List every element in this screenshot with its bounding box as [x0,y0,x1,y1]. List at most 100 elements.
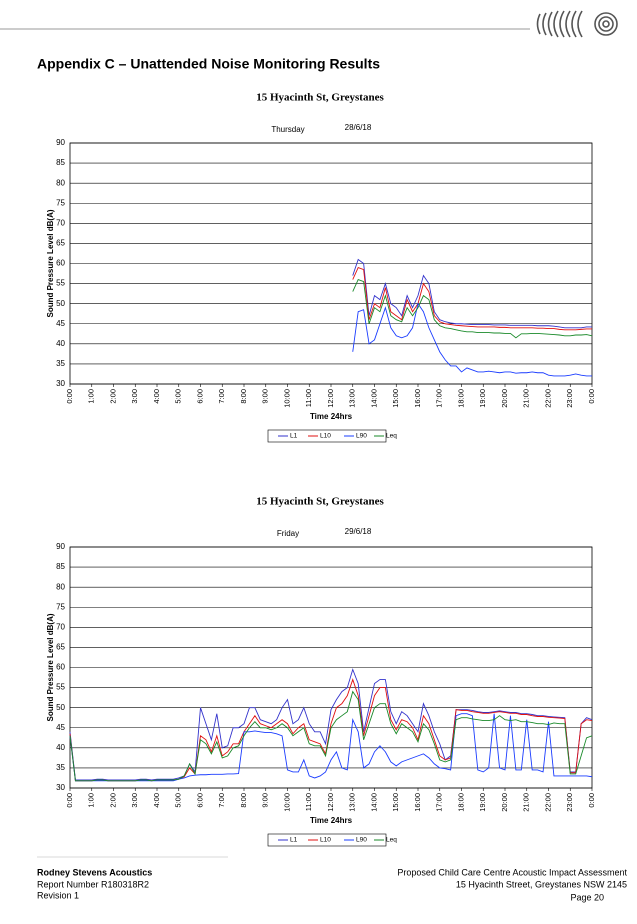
y-axis-label: Sound Pressure Level dB(A) [46,209,55,317]
x-tick-label: 11:00 [304,793,313,811]
y-tick-label: 35 [56,763,65,772]
y-tick-label: 50 [56,703,65,712]
x-tick-label: 16:00 [413,793,422,812]
legend-label: Leq [386,433,397,440]
series-line [69,713,593,782]
x-tick-label: 5:00 [174,389,183,404]
y-tick-label: 80 [56,582,65,591]
y-tick-label: 90 [56,542,65,551]
x-tick-label: 18:00 [456,389,465,408]
x-tick-label: 10:00 [282,793,291,812]
chart-title: 15 Hyacinth St, Greystanes [256,92,384,104]
legend-box [267,429,387,443]
x-tick-label: 19:00 [478,389,487,408]
chart-day: Friday [277,529,299,538]
y-tick-label: 40 [56,339,65,348]
x-tick-label: 4:00 [152,389,161,404]
y-tick-label: 70 [56,218,65,227]
chart: 15 Hyacinth St, Greystanes Friday 29/6/18 3… [46,496,596,847]
legend-label: L90 [356,433,367,440]
y-tick-label: 80 [56,178,65,187]
page-title: Appendix C – Unattended Noise Monitoring… [37,56,380,72]
x-tick-label: 8:00 [239,389,248,404]
footer-company: Rodney Stevens Acoustics [37,867,152,877]
y-tick-label: 45 [56,723,65,732]
series-line [69,678,593,782]
x-tick-label: 15:00 [391,793,400,812]
y-axis-label: Sound Pressure Level dB(A) [46,613,55,721]
x-tick-label: 9:00 [261,389,270,404]
x-tick-label: 0:00 [65,793,74,808]
footer-address: 15 Hyacinth Street, Greystanes NSW 2145 [456,879,627,889]
x-tick-label: 2:00 [108,389,117,404]
y-tick-label: 65 [56,239,65,248]
x-tick-label: 5:00 [174,793,183,808]
y-tick-label: 70 [56,622,65,631]
x-tick-label: 0:00 [587,793,596,808]
x-tick-label: 6:00 [195,793,204,808]
logo [536,10,618,38]
legend-label: Leq [386,837,397,844]
x-tick-label: 7:00 [217,793,226,808]
footer-project: Proposed Child Care Centre Acoustic Impa… [397,867,627,877]
chart: 15 Hyacinth St, Greystanes Thursday 28/6/1… [46,92,596,443]
legend-label: L1 [290,837,298,844]
y-tick-label: 35 [56,359,65,368]
x-tick-label: 15:00 [391,389,400,408]
x-tick-label: 14:00 [369,389,378,408]
x-tick-label: 21:00 [522,389,531,408]
x-tick-label: 23:00 [565,389,574,408]
y-tick-label: 60 [56,259,65,268]
chart-day: Thursday [271,125,304,134]
x-tick-label: 13:00 [348,389,357,408]
x-tick-label: 17:00 [435,389,444,408]
x-tick-label: 12:00 [326,793,335,812]
footer-revision: Revision 1 [37,890,79,900]
legend-label: L1 [290,433,298,440]
x-tick-label: 22:00 [543,389,552,408]
y-tick-label: 30 [56,783,65,792]
y-tick-label: 55 [56,683,65,692]
y-tick-label: 45 [56,319,65,328]
x-tick-label: 9:00 [261,793,270,808]
x-tick-label: 3:00 [130,389,139,404]
y-tick-label: 65 [56,643,65,652]
x-tick-label: 23:00 [565,793,574,812]
x-tick-label: 19:00 [478,793,487,812]
legend-label: L10 [320,837,331,844]
y-tick-label: 55 [56,279,65,288]
chart-title: 15 Hyacinth St, Greystanes [256,496,384,508]
series-line [69,690,593,782]
series-line [352,266,592,331]
y-tick-label: 85 [56,562,65,571]
x-tick-label: 0:00 [65,389,74,404]
legend-label: L90 [356,837,367,844]
x-tick-label: 13:00 [348,793,357,812]
series-line [69,668,593,781]
footer-page: Page 20 [570,892,604,902]
x-tick-label: 18:00 [456,793,465,812]
y-tick-label: 60 [56,663,65,672]
x-tick-label: 20:00 [500,389,509,408]
y-tick-label: 50 [56,299,65,308]
x-tick-label: 20:00 [500,793,509,812]
x-axis-label: Time 24hrs [310,412,353,421]
x-tick-label: 12:00 [326,389,335,408]
x-tick-label: 2:00 [108,793,117,808]
y-tick-label: 85 [56,158,65,167]
x-tick-label: 7:00 [217,389,226,404]
x-tick-label: 0:00 [587,389,596,404]
x-tick-label: 21:00 [522,793,531,812]
x-tick-label: 11:00 [304,389,313,407]
y-tick-label: 30 [56,379,65,388]
x-tick-label: 10:00 [282,389,291,408]
y-tick-label: 40 [56,743,65,752]
series-line [352,258,592,329]
x-tick-label: 4:00 [152,793,161,808]
x-tick-label: 6:00 [195,389,204,404]
x-tick-label: 1:00 [87,389,96,404]
y-tick-label: 75 [56,602,65,611]
footer-report: Report Number R180318R2 [37,879,149,889]
